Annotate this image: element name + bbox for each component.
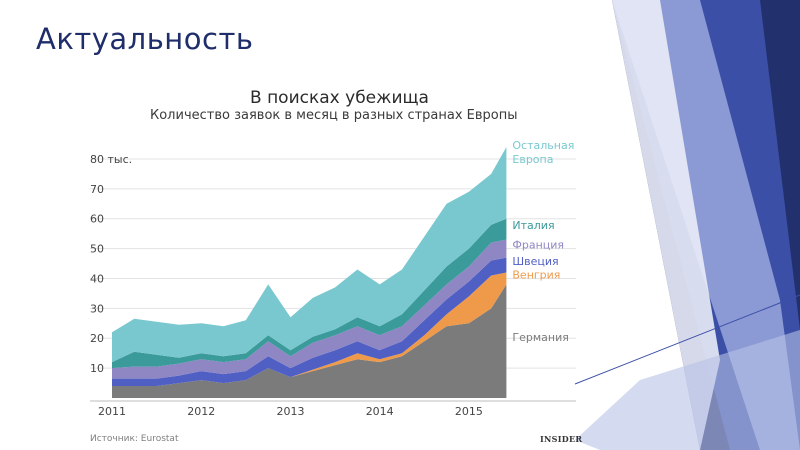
legend-label: Германия xyxy=(512,331,568,344)
legend-label: Франция xyxy=(512,239,564,252)
x-tick-label: 2013 xyxy=(276,405,304,418)
series-area xyxy=(112,284,507,398)
legend-label: Венгрия xyxy=(512,268,560,281)
legend-label: Остальная Европа xyxy=(512,139,574,166)
legend-label: Италия xyxy=(512,219,554,232)
x-tick-label: 2011 xyxy=(98,405,126,418)
y-tick-label: 80 тыс. xyxy=(90,153,132,166)
chart-subtitle: Количество заявок в месяц в разных стран… xyxy=(150,108,518,123)
deco-bottom-shape xyxy=(575,330,800,450)
series-area xyxy=(112,218,507,369)
series-area xyxy=(112,257,507,386)
chart-title: В поисках убежища xyxy=(250,88,429,108)
y-tick-label: 10 xyxy=(90,362,104,375)
y-tick-label: 60 xyxy=(90,213,104,226)
legend-label: Швеция xyxy=(512,255,558,268)
x-tick-label: 2014 xyxy=(366,405,394,418)
deco-line xyxy=(574,294,800,385)
source-note: Источник: Eurostat xyxy=(90,434,179,444)
x-tick-label: 2012 xyxy=(187,405,215,418)
series-area xyxy=(112,147,507,363)
y-tick-label: 30 xyxy=(90,302,104,315)
brand-logo: INSIDER xyxy=(540,434,583,444)
x-tick-label: 2015 xyxy=(455,405,483,418)
y-tick-label: 20 xyxy=(90,332,104,345)
slide-title: Актуальность xyxy=(36,22,254,56)
series-area xyxy=(112,239,507,379)
y-tick-label: 40 xyxy=(90,272,104,285)
y-tick-label: 70 xyxy=(90,183,104,196)
y-tick-label: 50 xyxy=(90,243,104,256)
